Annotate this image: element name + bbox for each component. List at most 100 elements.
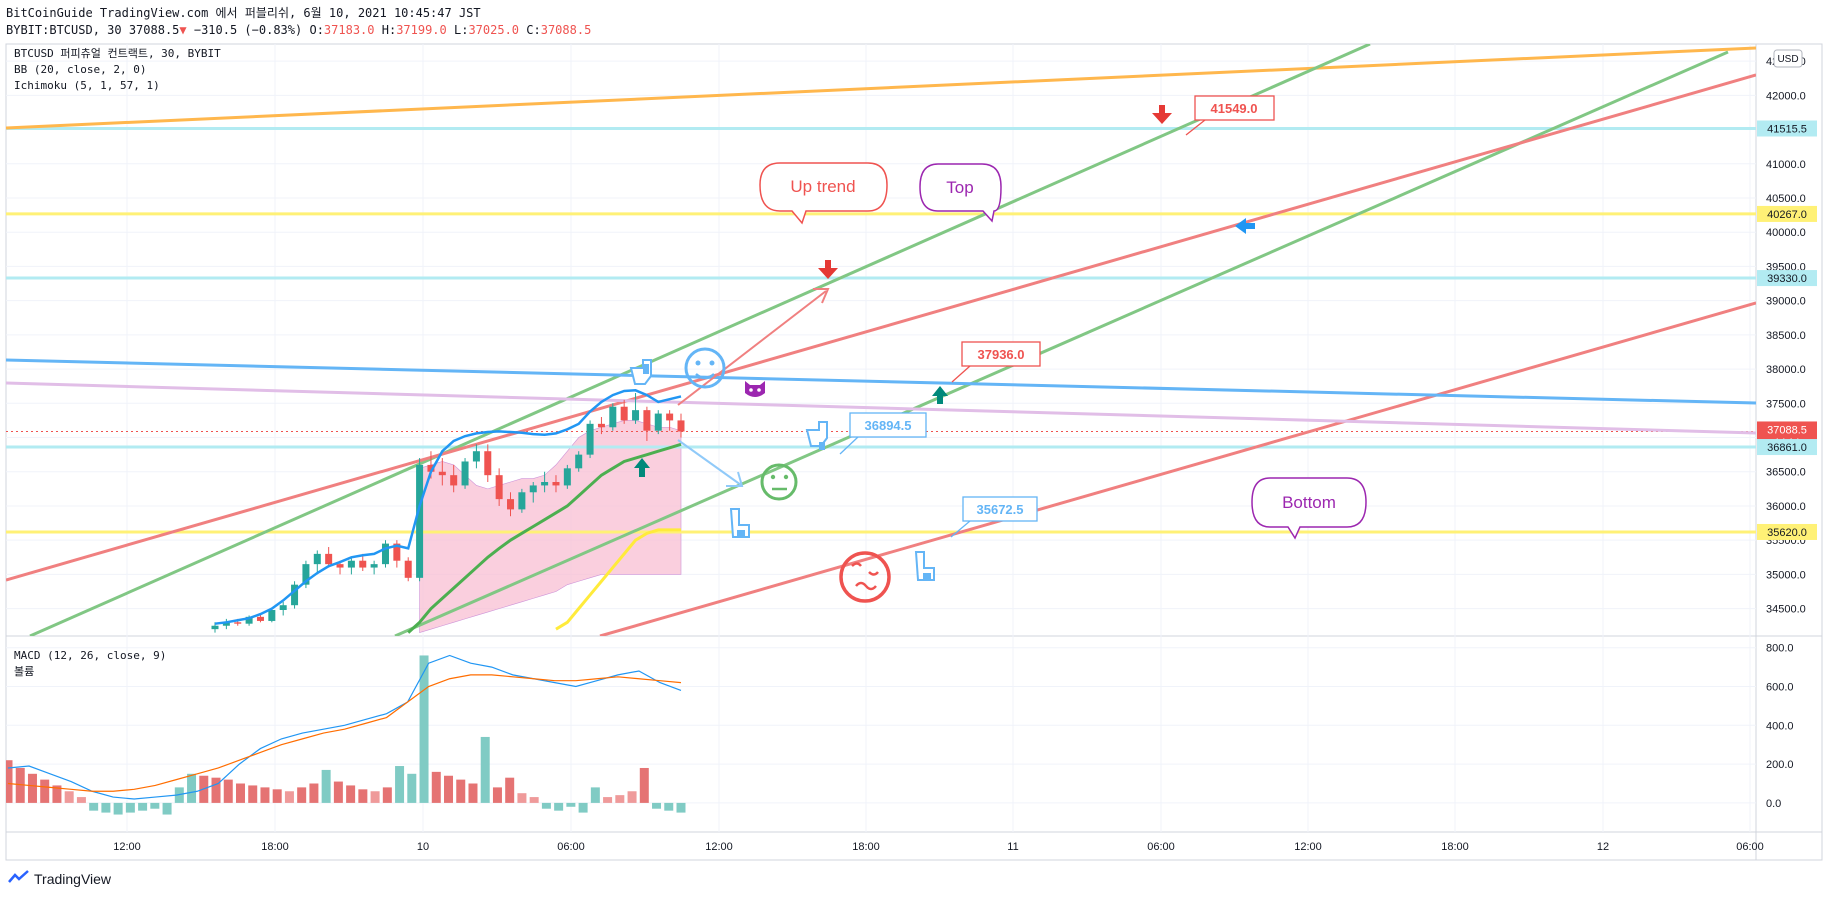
currency-badge[interactable] xyxy=(1773,49,1803,68)
pointing-hand-icon[interactable] xyxy=(729,508,750,538)
price-badge xyxy=(1757,270,1817,287)
arrow-up-icon[interactable] xyxy=(634,458,650,477)
macd-histogram-bar xyxy=(6,760,13,803)
arrow-down-icon[interactable] xyxy=(1152,105,1172,124)
price-badge xyxy=(1757,439,1817,456)
time-tick-label: 12:00 xyxy=(705,841,733,853)
trend-line xyxy=(599,301,1756,636)
macd-histogram-bar xyxy=(431,771,441,803)
callout-41549[interactable]: 41549.0 xyxy=(1185,95,1275,136)
arrow-down-icon[interactable] xyxy=(818,260,838,279)
price-axis[interactable]: 34500.035000.035500.036000.036500.037000… xyxy=(1757,56,1817,616)
tradingview-brand[interactable]: TradingView xyxy=(8,870,111,887)
pointing-hand-icon[interactable] xyxy=(629,359,652,385)
candle-body xyxy=(393,543,401,561)
legend-volume[interactable]: 볼륨 xyxy=(14,665,34,678)
indicator-lines xyxy=(214,389,682,634)
macd-pane xyxy=(6,654,686,815)
callout-35672-label: 35672.5 xyxy=(977,502,1024,517)
candlestick-series xyxy=(211,393,685,633)
legend-ichimoku[interactable]: Ichimoku (5, 1, 57, 1) xyxy=(14,79,160,92)
trend-line xyxy=(394,50,1729,636)
legend-macd[interactable]: MACD (12, 26, close, 9) xyxy=(14,649,166,662)
neutral-face-icon[interactable] xyxy=(760,463,798,501)
macd-histogram-bar xyxy=(407,773,417,803)
candle-body xyxy=(597,423,605,428)
candle-body xyxy=(279,605,287,610)
smiley-face-icon[interactable] xyxy=(684,347,726,389)
candle-body xyxy=(438,471,446,476)
macd-histogram-bar xyxy=(113,802,123,815)
tradingview-logo-icon xyxy=(8,870,30,887)
up-trend-bubble[interactable]: Up trend xyxy=(759,162,888,225)
legend-bb[interactable]: BB (20, close, 2, 0) xyxy=(14,63,146,76)
price-tick-label: 39000.0 xyxy=(1766,296,1806,308)
time-tick-label: 18:00 xyxy=(852,841,880,853)
time-tick-label: 12 xyxy=(1597,841,1609,853)
macd-histogram-bar xyxy=(284,791,294,803)
dizzy-face-icon[interactable] xyxy=(839,551,891,603)
pointing-hand-icon[interactable] xyxy=(914,551,935,581)
high-value: 37199.0 xyxy=(396,23,447,37)
candle-body xyxy=(586,423,594,455)
time-axis[interactable]: 12:00 18:00 10 06:00 12:00 18:00 11 06:00 12:00 1… xyxy=(113,841,1764,853)
macd-histogram-bar xyxy=(395,766,405,803)
candle-body xyxy=(336,564,344,568)
macd-histogram-bar xyxy=(309,783,319,803)
candle-body xyxy=(461,461,469,486)
publish-header: BitCoinGuide TradingView.com 에서 퍼블리쉬, 6월… xyxy=(6,6,481,20)
macd-histogram-bar xyxy=(603,797,613,803)
candle-body xyxy=(575,454,583,469)
cat-icon[interactable] xyxy=(745,381,765,397)
trend-drawings[interactable] xyxy=(6,44,1756,636)
macd-histogram-bar xyxy=(541,802,551,809)
candle-body xyxy=(313,553,321,565)
currency-label: USD xyxy=(1777,54,1798,65)
pointing-hand-icon[interactable] xyxy=(805,421,828,450)
symbol-ohlc-line: BYBIT:BTCUSD, 30 37088.5▼ −310.5 (−0.83%… xyxy=(6,23,591,37)
macd-histogram-bar xyxy=(639,767,649,803)
callout-35672[interactable]: 35672.5 xyxy=(950,496,1038,538)
callout-41549-label: 41549.0 xyxy=(1211,101,1258,116)
candle-body xyxy=(381,543,389,565)
candle-body xyxy=(404,560,412,578)
price-badge-label: 35620.0 xyxy=(1767,527,1807,539)
macd-histogram-bar xyxy=(187,773,197,803)
macd-histogram-bar xyxy=(162,802,172,815)
trend-line xyxy=(6,73,1756,582)
top-bubble[interactable]: Top xyxy=(919,163,1002,223)
macd-histogram-bar xyxy=(627,791,637,803)
candle-body xyxy=(359,560,367,568)
candle-body xyxy=(427,464,435,472)
macd-histogram-bar xyxy=(297,787,307,803)
candle-body xyxy=(518,492,526,510)
macd-histogram-bar xyxy=(138,802,148,811)
arrow-up-icon[interactable] xyxy=(932,386,948,404)
candle-body xyxy=(302,564,310,585)
time-tick-label: 12:00 xyxy=(113,841,141,853)
projection-arrow-down[interactable] xyxy=(677,439,744,487)
price-tick-label: 36000.0 xyxy=(1766,501,1806,513)
candle-body xyxy=(666,413,674,421)
candle-body xyxy=(507,499,515,510)
macd-histogram-bar xyxy=(248,785,258,803)
trend-line xyxy=(6,358,1756,405)
bottom-bubble[interactable]: Bottom xyxy=(1251,477,1367,540)
bottom-label: Bottom xyxy=(1282,493,1336,512)
callout-36894[interactable]: 36894.5 xyxy=(839,412,927,455)
price-tick-label: 38000.0 xyxy=(1766,364,1806,376)
callout-37936[interactable]: 37936.0 xyxy=(951,341,1041,383)
arrow-left-icon[interactable] xyxy=(1235,218,1255,234)
price-badge-label: 41515.5 xyxy=(1767,123,1807,135)
time-tick-label: 06:00 xyxy=(557,841,585,853)
change-arrow-icon: ▼ xyxy=(179,23,187,37)
macd-histogram-bar xyxy=(52,785,62,803)
candle-body xyxy=(677,420,685,432)
price-tick-label: 42000.0 xyxy=(1766,90,1806,102)
price-badge xyxy=(1757,523,1817,540)
candle-body xyxy=(529,485,537,493)
time-tick-label: 06:00 xyxy=(1736,841,1764,853)
macd-histogram-bar xyxy=(125,802,135,813)
low-label: L: xyxy=(454,23,469,37)
